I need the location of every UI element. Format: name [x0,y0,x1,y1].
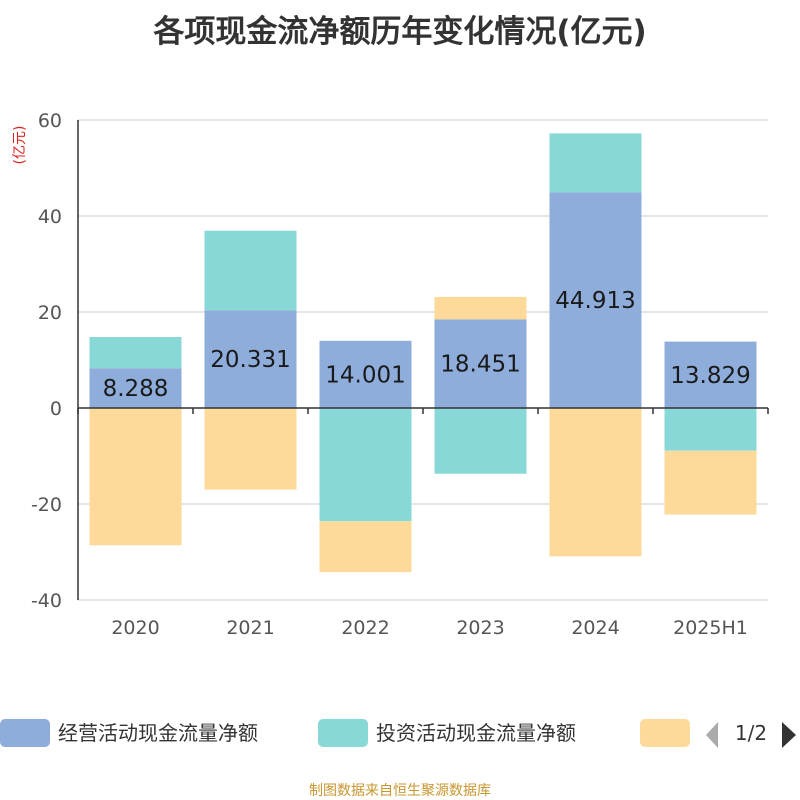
legend-swatch[interactable] [318,719,368,747]
legend: 经营活动现金流量净额 投资活动现金流量净额 1/2 [0,719,796,748]
bar-segment [549,192,642,408]
data-labels: 8.288 20.331 14.001 18.451 44.913 13.829 [103,288,751,402]
bar-value-label: 44.913 [555,288,635,314]
x-tick-label: 2025H1 [673,617,748,639]
y-tick-label: 40 [38,206,62,228]
bar-segment [319,408,412,522]
legend-label[interactable]: 投资活动现金流量净额 [376,721,576,745]
chart-title: 各项现金流净额历年变化情况(亿元) [153,14,647,50]
x-tick-label: 2022 [341,617,389,639]
legend-swatch[interactable] [640,719,690,747]
y-tick-label: 20 [38,302,62,324]
bar-segment [434,319,527,408]
axes: -40 -20 0 20 40 60 2020 2021 2022 2023 2024 2025H1 [31,110,769,639]
bar-segment [664,408,757,451]
x-tick-label: 2020 [111,617,159,639]
bar-segment [319,340,412,408]
bar-segment [89,368,182,408]
y-tick-label: -20 [31,494,62,516]
y-tick-label: 0 [50,398,62,420]
bar-segment [319,521,412,573]
legend-next-icon[interactable] [782,722,796,748]
bar-segment [204,230,297,311]
bar-segment [204,408,297,490]
legend-label[interactable]: 经营活动现金流量净额 [58,721,258,745]
bar-segment [549,408,642,557]
y-tick-label: 60 [38,110,62,132]
grid-lines [78,119,768,601]
bar-value-label: 18.451 [440,352,520,378]
source-footer: 制图数据来自恒生聚源数据库 [309,783,491,799]
bar-segment [89,337,182,369]
bar-segment [664,450,757,515]
bar-value-label: 8.288 [103,376,169,402]
bars [89,133,757,573]
bar-value-label: 14.001 [325,362,405,388]
bar-segment [664,341,757,408]
legend-prev-icon[interactable] [706,722,718,748]
bar-segment [434,408,527,474]
legend-page-indicator: 1/2 [735,721,767,745]
bar-segment [549,133,642,193]
y-axis-unit-label: (亿元) [12,126,28,165]
legend-swatch[interactable] [0,719,50,747]
x-tick-label: 2024 [571,617,619,639]
x-tick-label: 2021 [226,617,274,639]
bar-segment [434,296,527,320]
bar-value-label: 20.331 [210,347,290,373]
x-tick-label: 2023 [456,617,504,639]
y-tick-label: -40 [31,590,62,612]
bar-segment [204,310,297,408]
bar-value-label: 13.829 [670,363,750,389]
bar-segment [89,408,182,546]
